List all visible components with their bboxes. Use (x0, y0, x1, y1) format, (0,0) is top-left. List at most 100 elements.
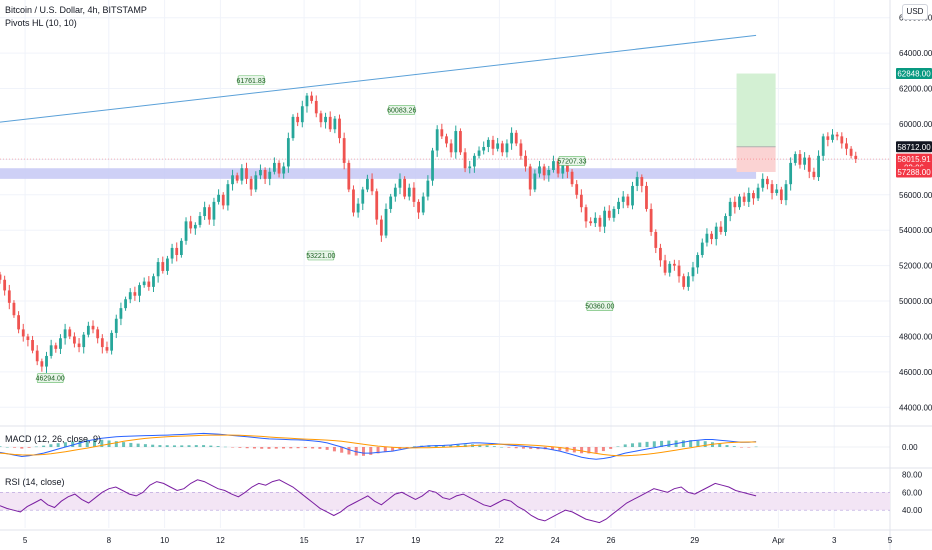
candle-body (817, 155, 820, 178)
currency-button[interactable]: USD (902, 4, 928, 20)
rsi-axis-label: 60.00 (902, 488, 923, 497)
pivots-legend[interactable]: Pivots HL (10, 10) (5, 18, 77, 28)
macd-histogram-bar (587, 447, 591, 454)
candle-body (779, 189, 783, 201)
macd-histogram-bar (732, 446, 736, 447)
candle-body (305, 95, 309, 107)
price-axis-label: 64000.00 (899, 49, 932, 58)
macd-histogram-bar (311, 447, 315, 449)
macd-histogram-bar (594, 447, 598, 453)
macd-histogram-bar (13, 447, 17, 448)
candle-body (128, 292, 132, 300)
candle-body (189, 221, 193, 229)
candle-body (542, 166, 546, 176)
candle-body (175, 247, 179, 255)
candle-body (12, 302, 16, 316)
macd-histogram-bar (492, 446, 496, 447)
rsi-pane[interactable]: 80.00 60.00 40.00 (0, 470, 923, 524)
macd-histogram-bar (369, 447, 373, 455)
macd-histogram-bar (725, 445, 729, 447)
macd-histogram-bar (63, 442, 67, 447)
candle-body (807, 157, 811, 172)
macd-histogram-bar (231, 447, 235, 448)
target-zone (736, 73, 776, 147)
candle-body (273, 162, 276, 172)
macd-histogram-bar (187, 445, 191, 447)
candle-body (45, 355, 48, 367)
macd-histogram-bar (78, 440, 82, 447)
time-axis-label: 19 (411, 536, 420, 545)
candle-body (533, 173, 537, 190)
macd-histogram-bar (20, 447, 24, 449)
macd-legend[interactable]: MACD (12, 26, close, 9) (5, 434, 102, 444)
time-axis-label: 8 (107, 536, 112, 545)
candle-body (73, 336, 76, 344)
candle-body (26, 336, 30, 340)
candle-body (640, 177, 644, 186)
pivot-label-box (36, 373, 64, 383)
candle-body (724, 216, 727, 232)
price-and-time-axes[interactable]: 44000.00 46000.00 48000.00 50000.00 52000.00… (23, 14, 932, 545)
candle-body (319, 113, 323, 123)
macd-histogram-bar (332, 447, 336, 452)
candle-body (491, 139, 495, 149)
candle-body (100, 338, 104, 348)
candle-body (207, 207, 211, 220)
candle-body (156, 262, 160, 277)
macd-histogram-bar (267, 447, 271, 449)
pivot-label: 53221.00 (306, 253, 335, 260)
candle-body (552, 161, 555, 170)
candle-body (77, 343, 81, 348)
candlestick-series[interactable] (0, 91, 858, 373)
symbol-legend[interactable]: Bitcoin / U.S. Dollar, 4h, BITSTAMP (5, 5, 147, 15)
candle-body (403, 178, 407, 197)
candle-body (435, 129, 439, 151)
time-axis-label: 29 (690, 536, 699, 545)
candle-body (654, 231, 658, 248)
macd-histogram-bar (645, 441, 649, 447)
candle-body (668, 263, 672, 273)
macd-histogram-bar (449, 444, 453, 447)
candle-body (598, 217, 602, 227)
candle-body (170, 247, 174, 259)
rsi-legend[interactable]: RSI (14, close) (5, 477, 65, 487)
candle-body (384, 208, 388, 236)
rsi-band (0, 492, 890, 511)
candle-body (617, 201, 620, 209)
macd-histogram-bar (5, 447, 9, 448)
time-axis-label: 24 (551, 536, 560, 545)
candle-body (821, 136, 825, 156)
macd-histogram-bar (296, 447, 300, 449)
candle-body (342, 138, 346, 163)
candle-body (231, 175, 234, 185)
macd-histogram-bar (441, 445, 445, 447)
price-tag: 58712.00 (897, 143, 931, 152)
macd-histogram-bar (49, 444, 53, 447)
candle-body (575, 184, 579, 195)
candle-body (556, 161, 560, 174)
candle-body (510, 132, 513, 144)
pivot-label: 46294.00 (36, 376, 65, 383)
macd-histogram-bar (71, 441, 75, 447)
macd-pane[interactable]: 0.00 (0, 432, 918, 460)
macd-histogram-bar (405, 447, 409, 448)
candle-body (682, 276, 686, 287)
candle-body (119, 308, 123, 319)
macd-histogram-bar (325, 447, 329, 450)
macd-histogram-bar (754, 446, 758, 448)
candle-body (719, 226, 723, 232)
candle-body (217, 194, 220, 202)
candle-body (570, 171, 574, 185)
time-axis-label: 12 (216, 536, 225, 545)
candle-body (379, 219, 383, 236)
candle-body (459, 131, 462, 153)
candle-body (221, 194, 225, 206)
candle-body (589, 221, 593, 224)
candle-body (407, 187, 411, 197)
candle-body (166, 258, 169, 271)
candle-body (21, 329, 25, 337)
candle-body (696, 255, 700, 268)
candle-body (161, 262, 165, 271)
